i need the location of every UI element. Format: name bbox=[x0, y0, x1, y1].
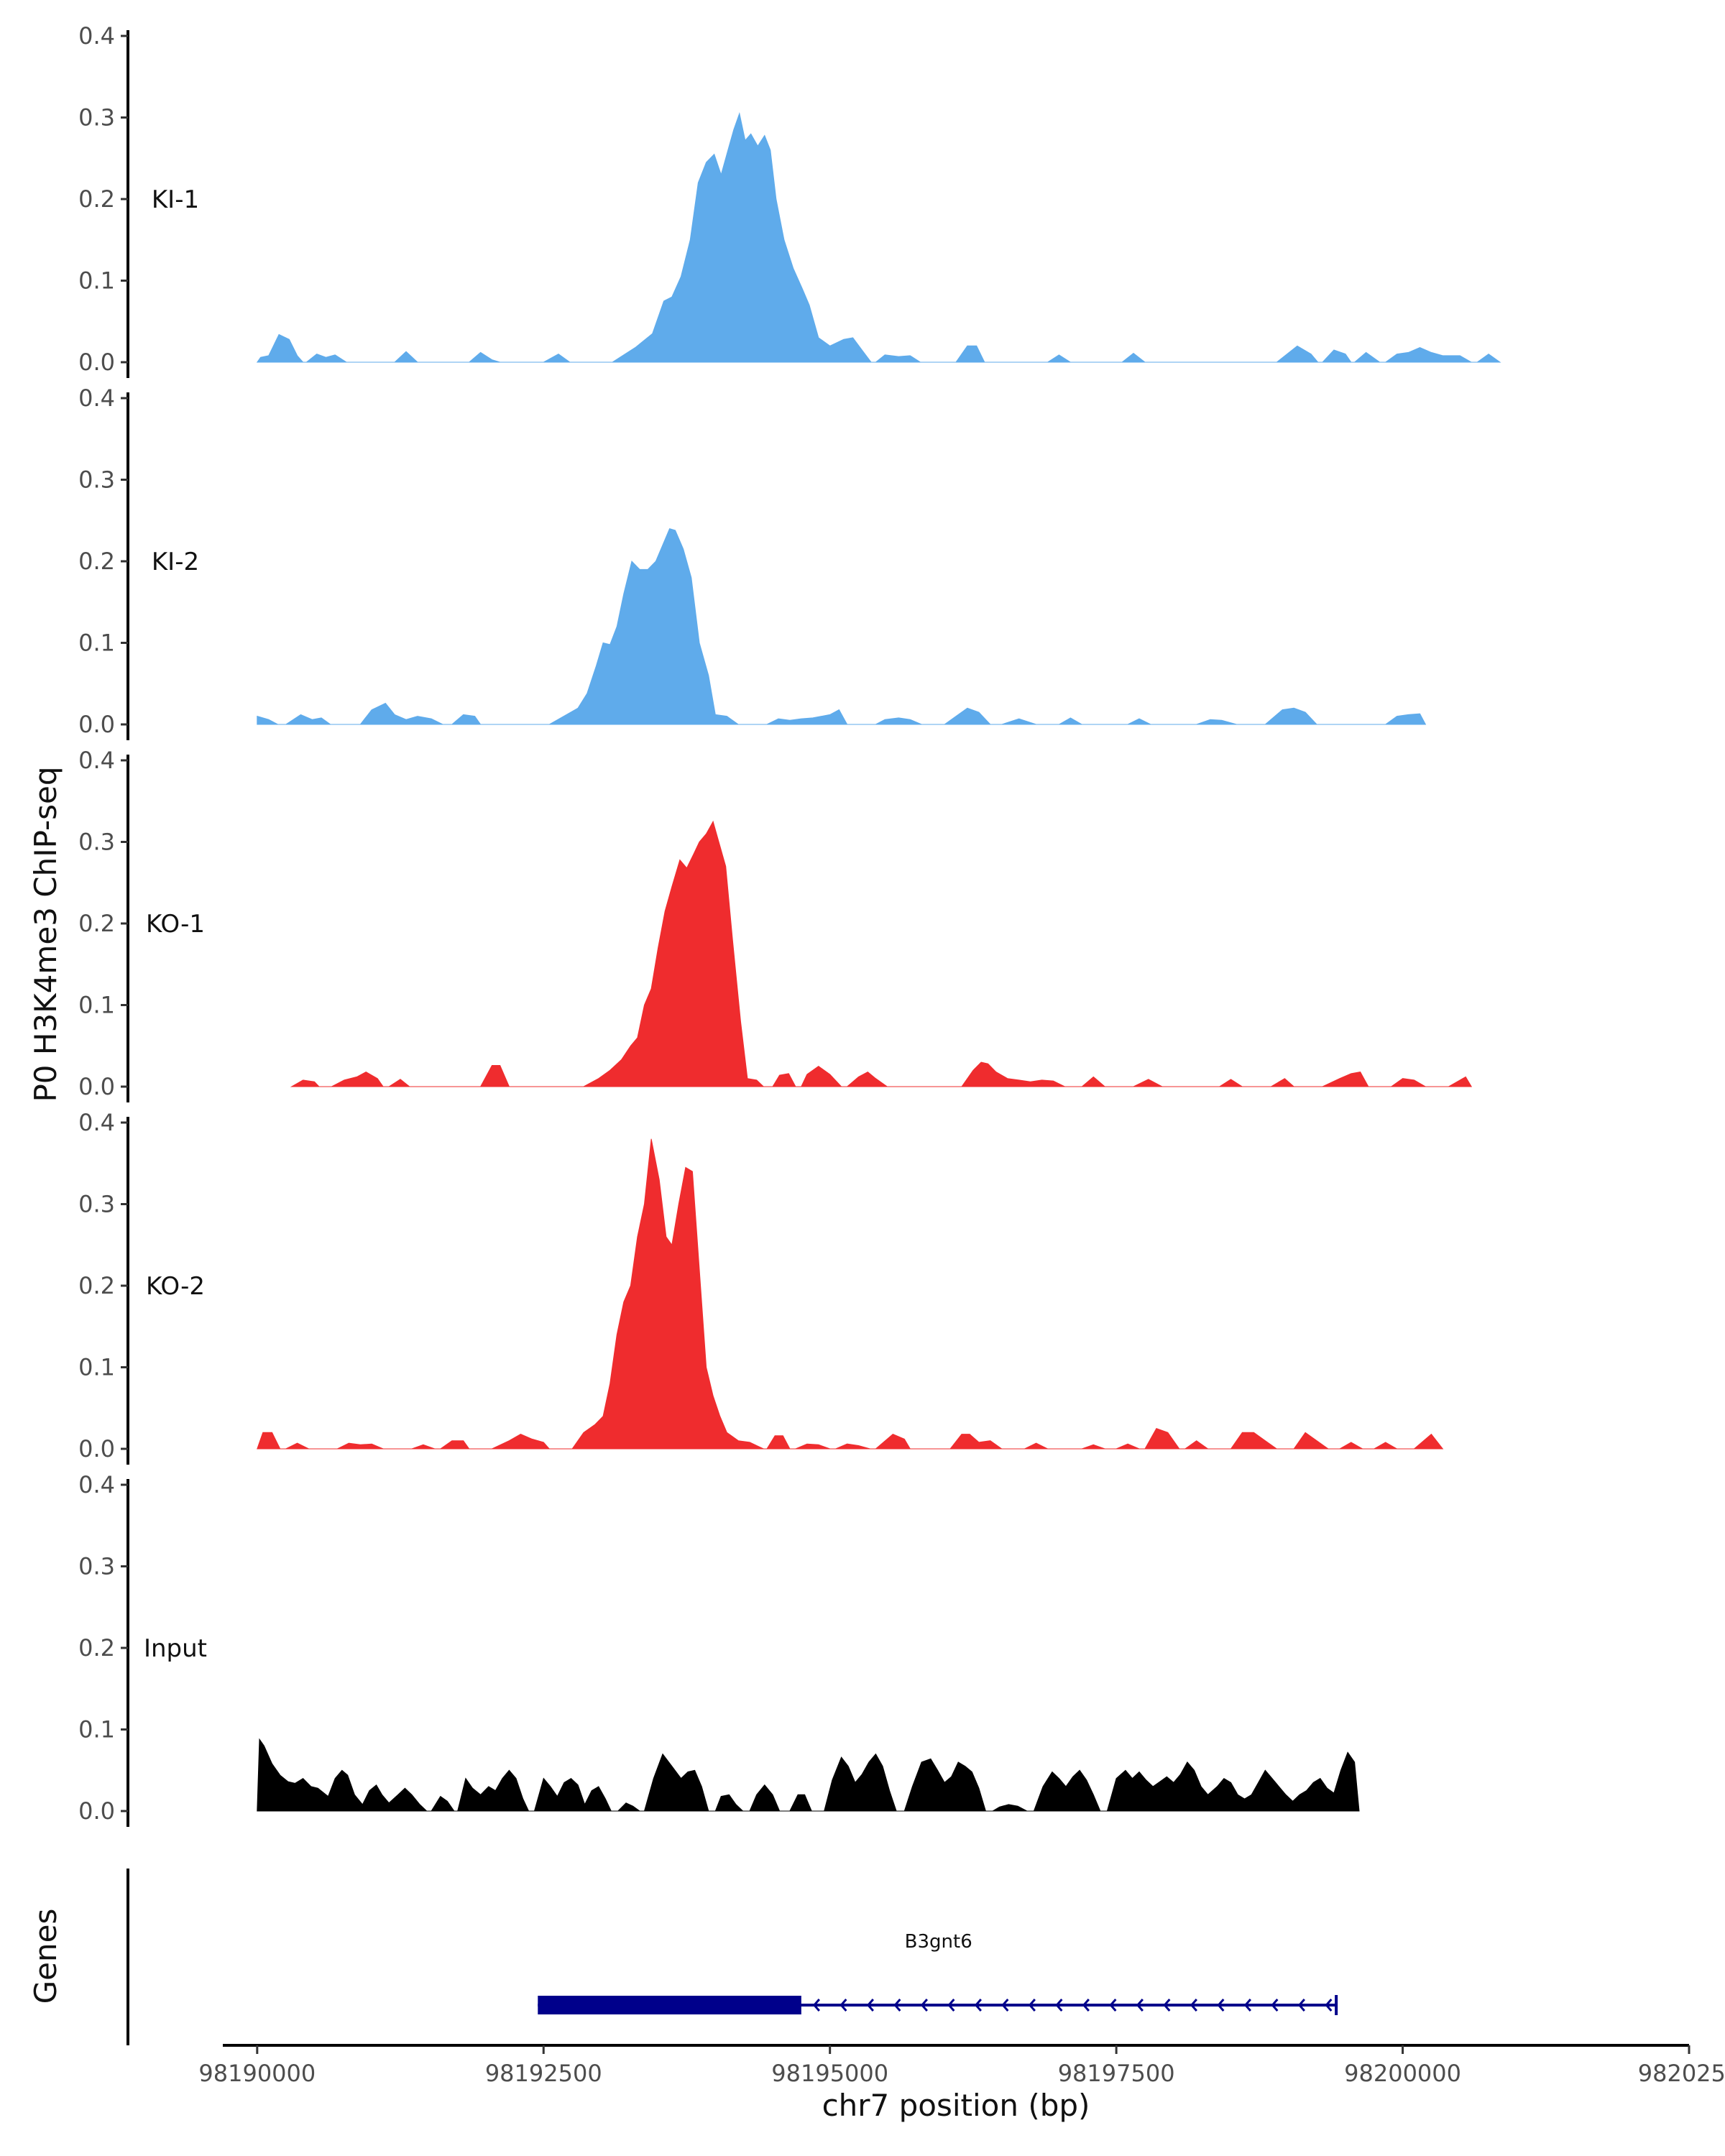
x-axis: 98190000 98192500 98195000 98197500 98200000… bbox=[198, 2044, 1725, 2123]
y-tick-label: 0.0 bbox=[78, 349, 115, 376]
strand-arrow bbox=[840, 1999, 847, 2012]
strand-arrow bbox=[1055, 1999, 1063, 2012]
y-tick-label: 0.0 bbox=[78, 1073, 115, 1100]
strand-arrow bbox=[1001, 1999, 1009, 2012]
y-tick-label: 0.2 bbox=[78, 1272, 115, 1299]
strand-arrow bbox=[947, 1999, 955, 2012]
y-tick-label: 0.0 bbox=[78, 711, 115, 738]
x-tick-label: 98192500 bbox=[485, 2060, 602, 2087]
strand-arrow bbox=[1028, 1999, 1036, 2012]
x-tick-label: 98200000 bbox=[1344, 2060, 1461, 2087]
y-tick-label: 0.4 bbox=[78, 747, 115, 774]
y-tick-label: 0.0 bbox=[78, 1435, 115, 1462]
strand-arrow bbox=[1082, 1999, 1090, 2012]
y-axis-title: P0 H3K4me3 ChIP-seq bbox=[28, 766, 63, 1102]
y-tick-label: 0.3 bbox=[78, 466, 115, 494]
y-tick-label: 0.1 bbox=[78, 267, 115, 295]
y-tick-label: 0.1 bbox=[78, 992, 115, 1019]
y-tick-label: 0.4 bbox=[78, 384, 115, 412]
strand-arrow bbox=[1243, 1999, 1251, 2012]
sample-label: KO-1 bbox=[146, 910, 205, 939]
y-tick-label: 0.2 bbox=[78, 548, 115, 575]
x-tick-label: 9820250 bbox=[1638, 2060, 1725, 2087]
x-tick-label: 98190000 bbox=[198, 2060, 316, 2087]
strand-arrow bbox=[1190, 1999, 1197, 2012]
strand-arrow bbox=[1325, 1999, 1333, 2012]
y-tick-label: 0.0 bbox=[78, 1797, 115, 1825]
strand-arrow bbox=[1136, 1999, 1144, 2012]
y-tick-label: 0.4 bbox=[78, 1471, 115, 1498]
y-tick-label: 0.4 bbox=[78, 1109, 115, 1136]
panel-input: 0.0 0.1 0.2 0.3 0.4 Input bbox=[78, 1471, 1360, 1827]
strand-arrow bbox=[920, 1999, 928, 2012]
panel-ko-1: 0.0 0.1 0.2 0.3 0.4 KO-1 bbox=[78, 747, 1473, 1102]
strand-arrow bbox=[866, 1999, 874, 2012]
strand-arrow bbox=[1109, 1999, 1117, 2012]
x-axis-title: chr7 position (bp) bbox=[822, 2088, 1090, 2123]
signal-area-ki-1 bbox=[256, 111, 1501, 363]
gene-label: B3gnt6 bbox=[905, 1931, 972, 1953]
sample-label: KI-2 bbox=[152, 548, 199, 576]
strand-arrow bbox=[893, 1999, 901, 2012]
strand-arrow bbox=[1217, 1999, 1225, 2012]
y-tick-label: 0.1 bbox=[78, 1354, 115, 1381]
signal-area-ki-2 bbox=[257, 528, 1427, 725]
strand-arrow bbox=[1163, 1999, 1171, 2012]
signal-panels: 0.00.10.20.30.4KI-10.00.10.20.30.4KI-20.… bbox=[78, 22, 1501, 1827]
strand-arrow bbox=[1297, 1999, 1305, 2012]
y-tick-label: 0.4 bbox=[78, 22, 115, 50]
y-tick-label: 0.3 bbox=[78, 1553, 115, 1580]
genes-axis-title: Genes bbox=[28, 1909, 63, 2004]
sample-label: KO-2 bbox=[146, 1272, 205, 1301]
strand-arrow bbox=[812, 1999, 820, 2012]
y-tick-label: 0.1 bbox=[78, 1716, 115, 1743]
panel-ki-1: 0.0 0.1 0.2 0.3 0.4 KI-1 bbox=[78, 22, 1501, 378]
x-tick-label: 98195000 bbox=[771, 2060, 888, 2087]
y-tick-label: 0.3 bbox=[78, 1191, 115, 1218]
sample-label: Input bbox=[144, 1634, 207, 1663]
y-tick-label: 0.2 bbox=[78, 185, 115, 213]
signal-area-ko-2 bbox=[257, 1138, 1444, 1450]
panel-ko-2: 0.0 0.1 0.2 0.3 0.4 KO-2 bbox=[78, 1109, 1444, 1465]
strand-arrow bbox=[1271, 1999, 1279, 2012]
y-tick-label: 0.2 bbox=[78, 1634, 115, 1662]
gene-exon-block bbox=[538, 1996, 801, 2014]
genes-panel: Genes B3gnt6 bbox=[28, 1869, 1338, 2045]
panel-ki-2: 0.0 0.1 0.2 0.3 0.4 KI-2 bbox=[78, 384, 1427, 740]
signal-area-ko-1 bbox=[290, 820, 1473, 1087]
sample-label: KI-1 bbox=[152, 185, 199, 214]
gene-model bbox=[538, 1995, 1338, 2015]
strand-arrow bbox=[974, 1999, 982, 2012]
y-tick-label: 0.2 bbox=[78, 910, 115, 937]
signal-area-input bbox=[257, 1738, 1360, 1812]
y-tick-label: 0.3 bbox=[78, 104, 115, 132]
x-ticks: 98190000 98192500 98195000 98197500 98200000… bbox=[198, 2045, 1725, 2087]
y-tick-label: 0.1 bbox=[78, 630, 115, 657]
y-tick-label: 0.3 bbox=[78, 829, 115, 856]
x-tick-label: 98197500 bbox=[1058, 2060, 1175, 2087]
